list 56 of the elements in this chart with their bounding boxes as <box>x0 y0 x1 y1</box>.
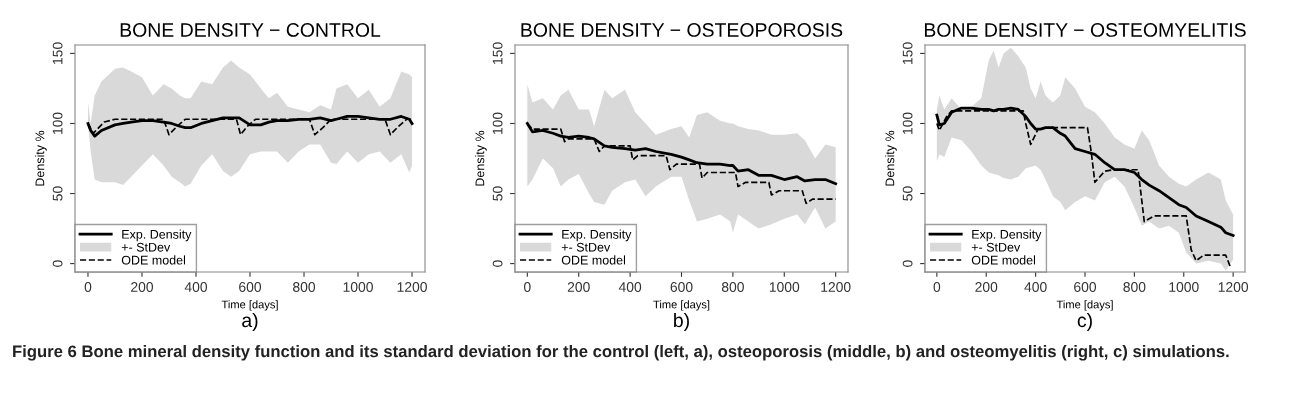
x-tick-label: 1000 <box>769 282 800 292</box>
x-axis-title: Time [days] <box>1056 300 1113 311</box>
y-axis-title: Density % <box>885 130 897 186</box>
x-tick-label: 400 <box>184 282 208 292</box>
line-series <box>936 110 1232 269</box>
legend-label: +- StDev <box>971 242 1021 252</box>
legend-label: +- StDev <box>121 242 171 252</box>
x-tick-label: 400 <box>1024 282 1047 292</box>
caption: Figure 6 Bone mineral density function and its standard deviation for the control (left, a), osteoporosis (middle, b) and osteomyelitis (right, c) simulations. <box>13 345 1229 361</box>
legend-label: Exp. Density <box>122 229 192 242</box>
legend-label: ODE model <box>121 255 186 265</box>
y-tick-label: 0 <box>902 260 913 267</box>
x-tick-label: 400 <box>618 282 642 292</box>
y-tick-label: 150 <box>492 42 503 64</box>
x-tick-label: 1200 <box>397 282 427 292</box>
text: c) <box>1077 312 1092 332</box>
text: b) <box>674 312 689 332</box>
chart-title: BONE DENSITY − CONTROL <box>120 23 381 37</box>
y-tick-label: 50 <box>492 186 503 201</box>
x-tick-label: 1000 <box>1169 282 1199 292</box>
x-tick-label: 1200 <box>1218 282 1249 292</box>
x-tick-label: 800 <box>721 282 744 292</box>
y-tick-label: 100 <box>492 112 503 134</box>
y-tick-label: 50 <box>52 186 63 201</box>
x-tick-label: 0 <box>524 282 531 292</box>
x-tick-label: 200 <box>567 282 590 292</box>
legend-label: Exp. Density <box>972 229 1042 242</box>
x-tick-label: 0 <box>933 282 941 292</box>
x-tick-label: 800 <box>1123 282 1146 292</box>
y-axis-title: Density % <box>475 130 487 186</box>
y-tick-label: 0 <box>52 260 63 267</box>
y-tick-label: 50 <box>902 186 913 201</box>
y-tick-label: 150 <box>52 42 63 64</box>
x-tick-label: 600 <box>670 282 693 292</box>
x-tick-label: 600 <box>239 282 262 292</box>
legend-label: ODE model <box>971 255 1036 265</box>
y-tick-label: 100 <box>52 112 63 134</box>
chart-title: BONE DENSITY − OSTEOPOROSIS <box>521 23 843 37</box>
chart-title: BONE DENSITY − OSTEOMYELITIS <box>924 23 1246 37</box>
y-tick-label: 0 <box>492 260 503 267</box>
x-tick-label: 0 <box>84 282 92 292</box>
x-axis-title: Time [days] <box>653 300 710 311</box>
y-axis-title: Density % <box>35 130 47 186</box>
x-axis-title: Time [days] <box>221 300 278 311</box>
x-tick-label: 200 <box>975 282 998 292</box>
x-tick-label: 600 <box>1074 282 1097 292</box>
y-tick-label: 100 <box>902 112 913 134</box>
x-tick-label: 1200 <box>821 282 851 292</box>
legend-label: Exp. Density <box>562 229 632 242</box>
x-tick-label: 800 <box>293 282 316 292</box>
x-tick-label: 1000 <box>343 282 373 292</box>
legend-label: +- StDev <box>561 242 611 252</box>
x-tick-label: 200 <box>131 282 154 292</box>
legend-label: ODE model <box>561 255 626 265</box>
text: a) <box>242 312 258 332</box>
y-tick-label: 150 <box>902 42 913 64</box>
